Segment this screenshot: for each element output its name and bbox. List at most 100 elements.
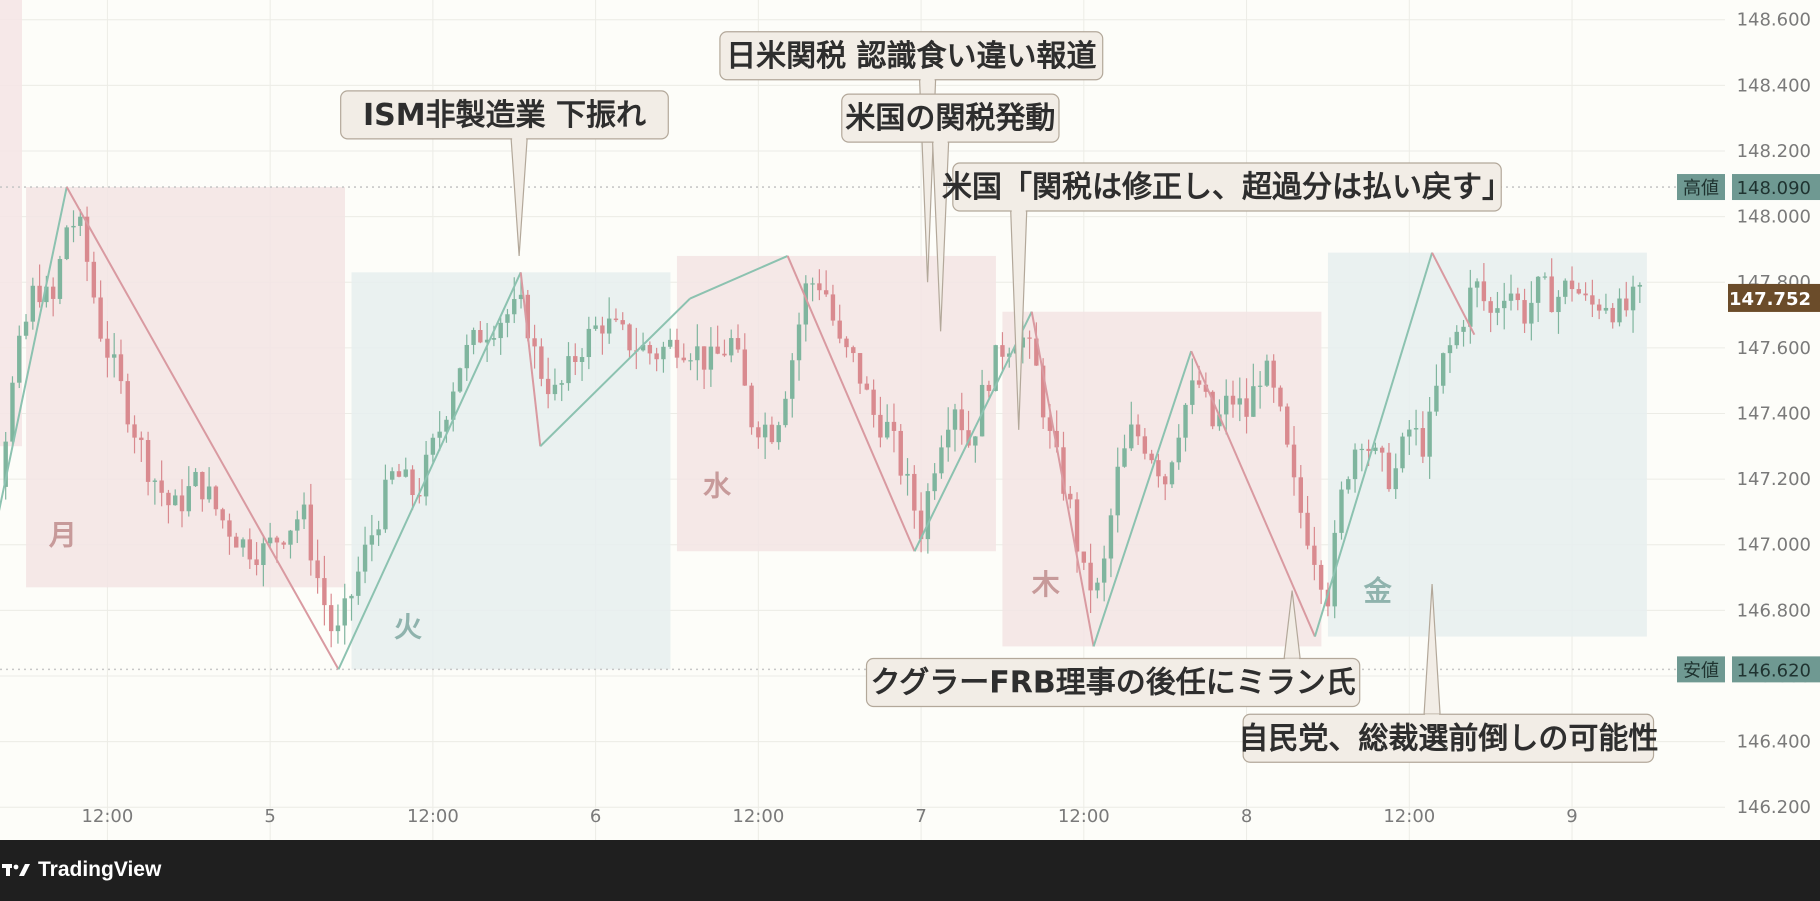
candle-body: [71, 225, 76, 228]
candle-up: [1535, 275, 1541, 322]
candle-down: [1420, 411, 1426, 464]
candle-up: [1176, 424, 1181, 470]
candle-body: [1305, 512, 1310, 546]
candle-body: [695, 346, 700, 361]
candle-up: [1224, 379, 1229, 435]
candle-body: [729, 338, 734, 356]
candle-down: [898, 424, 903, 485]
candle-body: [478, 329, 483, 343]
candle-body: [769, 424, 775, 443]
candle-up: [586, 316, 592, 370]
candle-up: [193, 468, 198, 487]
annotation-text: 米国「関税は修正し、超過分は払い戻す」: [942, 170, 1512, 205]
price-tick-label: 146.400: [1737, 732, 1811, 753]
candle-up: [688, 353, 693, 371]
candle-down: [573, 343, 578, 376]
candle-body: [654, 353, 659, 360]
candle-down: [91, 251, 97, 304]
candle-up: [356, 556, 361, 605]
tradingview-logo-text: TradingView: [38, 858, 162, 881]
candle-down: [918, 492, 924, 553]
time-tick-label: 5: [264, 806, 275, 827]
candle-body: [1027, 337, 1032, 339]
price-axis: 148.600148.400148.200148.000147.800147.6…: [1677, 0, 1820, 840]
chart-canvas[interactable]: 月火 水木 金 ISM非製造業 下振れ 日米関税 認識食い違い報道米国の関税発動米国「関…: [0, 0, 1820, 840]
candle-body: [1312, 545, 1317, 565]
candle-body: [837, 320, 842, 339]
candle-up: [261, 535, 266, 587]
price-tick-label: 147.000: [1737, 535, 1811, 556]
candle-down: [315, 539, 320, 594]
candle-body: [335, 625, 341, 632]
candle-up: [335, 604, 341, 644]
candle-body: [1278, 387, 1283, 407]
candle-down: [50, 277, 56, 317]
candle-body: [1034, 338, 1039, 366]
candle-body: [627, 324, 632, 351]
candle-body: [1535, 276, 1541, 303]
candle-body: [1352, 449, 1358, 480]
candle-down: [912, 465, 917, 529]
candle-body: [966, 430, 971, 446]
candle-down: [1088, 543, 1093, 614]
candle-down: [1034, 322, 1039, 366]
candle-up: [661, 341, 666, 373]
candle-up: [552, 368, 558, 401]
candle-up: [1183, 403, 1188, 452]
time-axis: 12:00 5 12:00 6 12:00 7 12:00 8 12:00 9: [81, 806, 1577, 827]
candle-body: [444, 419, 449, 432]
candle-body: [206, 486, 212, 500]
candle-body: [267, 537, 273, 544]
candle-body: [403, 469, 408, 477]
candle-body: [1434, 385, 1439, 412]
candle-up: [1447, 337, 1453, 373]
tradingview-logo[interactable]: TradingView: [2, 858, 161, 882]
prev-day-box: [0, 0, 22, 447]
candle-body: [64, 227, 69, 260]
annotations: ISM非製造業 下振れ 日米関税 認識食い違い報道米国の関税発動米国「関税は修正し…: [340, 31, 1658, 763]
price-chart[interactable]: 月火 水木 金 ISM非製造業 下振れ 日米関税 認識食い違い報道 米国の関税発動 米国「関…: [0, 0, 1820, 840]
candle-body: [884, 421, 890, 438]
candle-up: [1637, 282, 1643, 303]
candle-body: [1407, 429, 1412, 437]
candle-up: [403, 457, 408, 478]
annotation-box: [865, 657, 1361, 708]
candle-body: [1020, 337, 1025, 348]
candle-down: [749, 382, 754, 435]
candle-body: [166, 492, 171, 506]
zigzag-segment: [1313, 252, 1434, 637]
candle-up: [383, 464, 388, 533]
candle-down: [227, 513, 232, 555]
candle-down: [98, 280, 103, 342]
candle-body: [179, 495, 185, 512]
candle-body: [227, 520, 232, 537]
candle-body: [681, 357, 686, 361]
candle-body: [1285, 406, 1290, 445]
candle-down: [200, 471, 205, 512]
candle-body: [484, 339, 490, 343]
candle-down: [647, 341, 653, 365]
day-label: 火: [394, 611, 422, 644]
candle-body: [396, 471, 402, 477]
candle-down: [1278, 385, 1283, 412]
candle-body: [891, 421, 897, 431]
candle-body: [505, 314, 510, 323]
candle-down: [254, 542, 259, 576]
candle-body: [993, 345, 998, 391]
candle-up: [884, 404, 890, 440]
candle-down: [1305, 495, 1310, 550]
candle-body: [125, 381, 130, 425]
candle-down: [1386, 442, 1392, 492]
candle-body: [342, 598, 347, 626]
candle-down: [145, 431, 151, 496]
candle-down: [817, 269, 822, 301]
price-tick-label: 147.400: [1737, 403, 1811, 424]
candle-body: [1481, 281, 1487, 302]
candle-up: [1529, 281, 1534, 341]
candle-body: [193, 471, 198, 487]
candle-body: [1291, 444, 1297, 478]
zigzag-segment: [689, 255, 789, 300]
time-tick-label: 12:00: [81, 806, 133, 827]
candle-down: [125, 373, 130, 433]
candle-body: [410, 469, 415, 496]
